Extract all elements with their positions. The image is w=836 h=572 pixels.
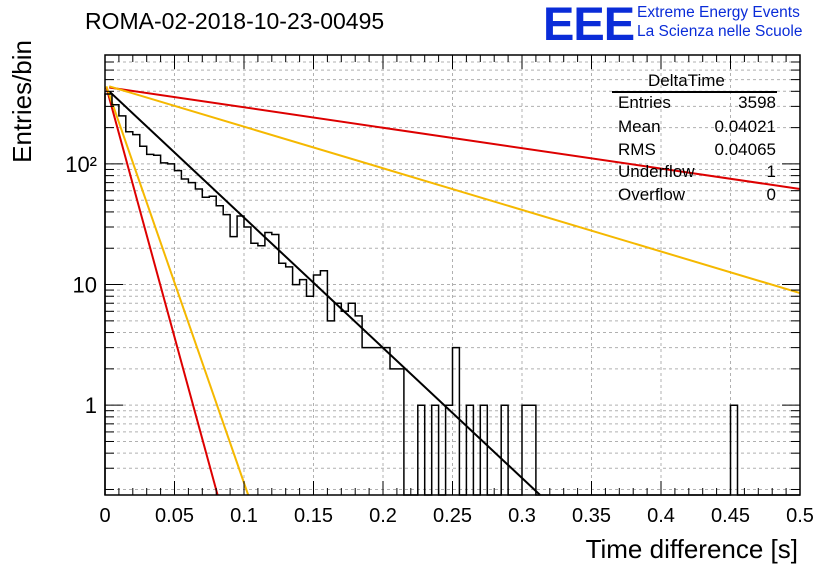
fit-curves <box>105 85 801 496</box>
stats-key: Entries <box>618 93 671 112</box>
fit-curve <box>108 90 541 496</box>
stats-row-entries: Entries 3598 <box>618 93 776 115</box>
y-tick-label: 1 <box>85 393 97 418</box>
y-tick-label: 10 <box>73 273 97 298</box>
x-tick-label: 0.35 <box>572 505 611 527</box>
x-tick-label: 0.2 <box>369 505 397 527</box>
stats-key: Underflow <box>618 162 695 181</box>
stats-value: 3598 <box>738 93 776 112</box>
x-tick-label: 0.1 <box>230 505 258 527</box>
x-tick-label: 0.5 <box>786 505 814 527</box>
x-tick-label: 0.25 <box>433 505 472 527</box>
x-axis-label: Time difference [s] <box>586 534 798 564</box>
grid <box>105 55 800 495</box>
y-axis-label: Entries/bin <box>7 40 37 163</box>
stats-rule <box>612 91 777 93</box>
stats-value: 0.04021 <box>714 117 776 136</box>
logo-caption: Extreme Energy Events La Scienza nelle S… <box>637 3 802 41</box>
stats-value: 1 <box>766 162 776 181</box>
stats-row-mean: Mean 0.04021 <box>618 117 776 139</box>
ticks <box>104 55 801 495</box>
x-tick-label: 0 <box>99 505 110 527</box>
stats-value: 0.04065 <box>714 140 776 159</box>
x-tick-label: 0.05 <box>155 505 194 527</box>
x-tick-label: 0.15 <box>294 505 333 527</box>
fit-curve <box>109 86 801 190</box>
stats-key: RMS <box>618 140 656 159</box>
stats-row-overflow: Overflow 0 <box>618 185 776 207</box>
stats-row-underflow: Underflow 1 <box>618 162 776 184</box>
x-tick-label: 0.3 <box>508 505 536 527</box>
tick-labels: 0 0.05 0.1 0.15 0.2 0.25 0.3 0.35 0.4 0.45 0.51101… <box>65 152 814 527</box>
stats-key: Overflow <box>618 185 686 204</box>
eee-logo: EEE <box>543 0 635 50</box>
x-tick-label: 0.4 <box>647 505 675 527</box>
chart-title: ROMA-02-2018-10-23-00495 <box>85 8 385 34</box>
y-tick-label: 10² <box>65 152 97 177</box>
fit-curve <box>108 85 801 295</box>
fit-curve <box>105 85 250 496</box>
stats-key: Mean <box>618 117 661 136</box>
stats-row-rms: RMS 0.04065 <box>618 140 776 162</box>
x-tick-label: 0.45 <box>711 505 750 527</box>
stats-value: 0 <box>766 185 776 204</box>
fit-curve <box>105 87 219 496</box>
logo-caption-line2: La Scienza nelle Scuole <box>637 23 803 40</box>
stats-title: DeltaTime <box>648 71 725 90</box>
logo-caption-line1: Extreme Energy Events <box>637 4 800 21</box>
